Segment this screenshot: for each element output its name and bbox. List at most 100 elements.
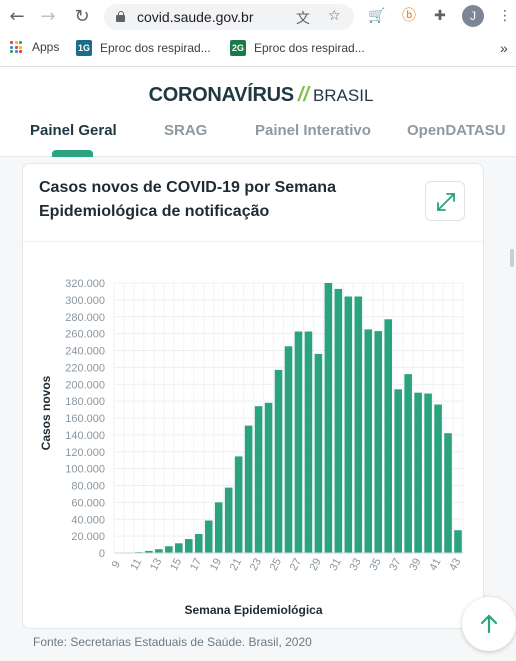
brand-main: CORONAVÍRUS — [148, 84, 295, 106]
x-tick-label: 41 — [427, 556, 443, 572]
x-axis-title: Semana Epidemiológica — [184, 603, 322, 617]
tab-srag[interactable]: SRAG — [164, 122, 208, 139]
x-tick-label: 37 — [387, 556, 403, 572]
y-tick-label: 280.000 — [65, 312, 105, 324]
back-arrow-icon[interactable]: ← — [9, 6, 25, 27]
bar-week-13 — [155, 549, 163, 553]
x-tick-label: 31 — [328, 556, 344, 572]
bar-week-28 — [304, 331, 313, 553]
puzzle-extensions-icon[interactable]: ✚ — [434, 8, 446, 24]
page-scrollbar[interactable] — [510, 249, 514, 267]
bar-chart: 0 20.000 40.000 60.000 80.000 100.000 120.000 1… — [39, 278, 464, 617]
lock-icon — [116, 11, 125, 22]
bar-week-29 — [314, 353, 323, 553]
y-tick-label: 320.000 — [65, 278, 105, 290]
expand-icon — [437, 193, 455, 211]
y-tick-label: 20.000 — [71, 531, 105, 543]
translate-icon[interactable]: 文 — [296, 11, 310, 27]
bar-week-30 — [324, 283, 333, 553]
y-tick-label: 200.000 — [65, 379, 105, 391]
y-tick-label: 240.000 — [65, 346, 105, 358]
arrow-up-icon — [480, 614, 498, 634]
bar-week-17 — [194, 534, 203, 553]
brand-country: BRASIL — [312, 86, 374, 105]
bookmarks-overflow-icon[interactable]: » — [500, 40, 508, 56]
x-tick-label: 11 — [128, 557, 144, 573]
browser-toolbar: ← → ↻ covid.saude.gov.br 文 ☆ 🛒 ⓑ ✚ J ⋮ A… — [0, 0, 516, 67]
bar-week-25 — [274, 369, 283, 553]
brand-separator: // — [297, 84, 309, 106]
reload-icon[interactable]: ↻ — [74, 6, 90, 27]
active-tab-indicator — [52, 150, 93, 157]
url-text[interactable]: covid.saude.gov.br — [137, 9, 254, 25]
x-tick-label: 21 — [228, 556, 244, 572]
bar-week-22 — [244, 425, 253, 553]
bookmark-apps[interactable]: Apps — [10, 40, 59, 54]
y-tick-label: 300.000 — [65, 295, 105, 307]
badge-2g-icon: 2G — [230, 40, 246, 56]
bar-week-39 — [414, 392, 422, 553]
y-tick-label: 220.000 — [65, 362, 105, 374]
bar-week-15 — [175, 543, 183, 553]
bookmarks-bar: Apps 1G Eproc dos respirad... 2G Eproc d… — [0, 36, 516, 60]
bar-week-26 — [284, 346, 293, 553]
y-axis-title: Casos novos — [39, 375, 53, 450]
title-line-2: Epidemiológica de notificação — [39, 203, 270, 220]
profile-avatar[interactable]: J — [462, 5, 484, 27]
forward-arrow-icon[interactable]: → — [40, 6, 56, 27]
x-tick-label: 17 — [188, 556, 204, 572]
bar-week-43 — [454, 530, 462, 553]
bookmark-eproc-1g[interactable]: 1G Eproc dos respirad... — [76, 40, 211, 56]
bookmark-label: Eproc dos respirad... — [254, 41, 365, 55]
bar-week-14 — [165, 546, 173, 553]
card-divider — [23, 241, 483, 242]
bar-week-37 — [394, 389, 402, 553]
address-bar[interactable]: covid.saude.gov.br 文 ☆ — [104, 4, 354, 30]
chart-card-title: Casos novos de COVID-19 por Semana Epide… — [39, 176, 359, 224]
bar-week-31 — [334, 288, 343, 553]
bar-week-16 — [184, 539, 193, 553]
x-tick-label: 19 — [208, 556, 224, 572]
y-tick-label: 120.000 — [65, 447, 105, 459]
bar-week-42 — [444, 433, 452, 553]
y-tick-label: 40.000 — [71, 514, 105, 526]
bar-week-18 — [204, 520, 213, 553]
chart-card: Casos novos de COVID-19 por Semana Epide… — [22, 163, 484, 629]
page-content: CORONAVÍRUS//BRASIL Painel Geral SRAG Pa… — [0, 67, 516, 661]
y-tick-label: 180.000 — [65, 396, 105, 408]
expand-button[interactable] — [425, 181, 465, 221]
x-tick-label: 25 — [268, 556, 284, 572]
bar-week-27 — [294, 331, 303, 553]
x-tick-label: 29 — [308, 556, 324, 572]
extension-b-icon[interactable]: ⓑ — [402, 8, 416, 24]
apps-grid-icon — [10, 41, 22, 53]
tab-painel-geral[interactable]: Painel Geral — [30, 122, 117, 139]
x-tick-label: 13 — [148, 556, 164, 572]
x-tick-label: 35 — [367, 556, 383, 572]
site-brand[interactable]: CORONAVÍRUS//BRASIL — [0, 84, 516, 107]
bar-week-34 — [364, 329, 373, 553]
back-to-top-button[interactable] — [462, 597, 516, 651]
bookmark-eproc-2g[interactable]: 2G Eproc dos respirad... — [230, 40, 365, 56]
bar-week-12 — [145, 550, 153, 553]
y-tick-label: 260.000 — [65, 329, 105, 341]
x-tick-label: 15 — [168, 556, 184, 572]
bar-week-19 — [214, 502, 223, 553]
cart-extension-icon[interactable]: 🛒 — [368, 8, 386, 24]
bar-week-35 — [374, 331, 383, 553]
bookmark-label: Apps — [32, 40, 60, 54]
tab-painel-interativo[interactable]: Painel Interativo — [255, 122, 371, 139]
y-tick-label: 140.000 — [65, 430, 105, 442]
x-tick-label: 27 — [288, 556, 304, 572]
bar-week-21 — [234, 456, 243, 553]
star-icon[interactable]: ☆ — [328, 8, 341, 24]
kebab-menu-icon[interactable]: ⋮ — [498, 8, 512, 24]
badge-1g-icon: 1G — [76, 40, 92, 56]
y-tick-label: 160.000 — [65, 413, 105, 425]
tab-opendatasus[interactable]: OpenDATASU — [407, 122, 506, 139]
bar-week-41 — [434, 404, 442, 553]
x-tick-label: 33 — [347, 556, 363, 572]
y-tick-label: 60.000 — [71, 497, 105, 509]
bookmark-label: Eproc dos respirad... — [100, 41, 211, 55]
bar-week-36 — [384, 319, 393, 553]
